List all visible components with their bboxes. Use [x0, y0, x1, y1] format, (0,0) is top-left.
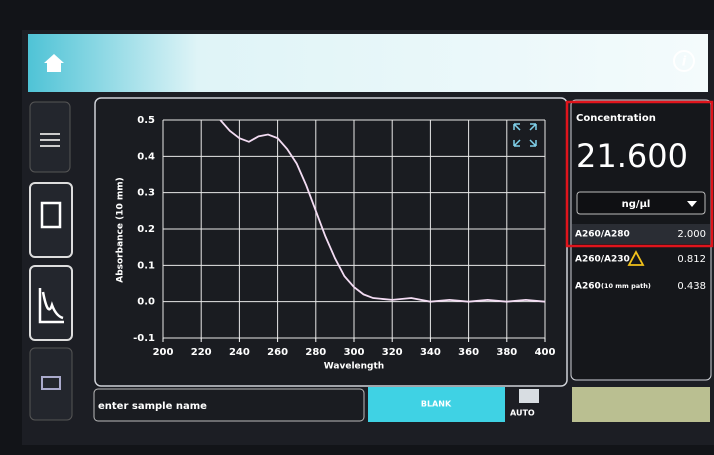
y-tick-label: 0.3 [137, 188, 155, 199]
y-tick-label: -0.1 [133, 333, 155, 344]
a260-path-label: (10 mm path) [601, 282, 651, 290]
x-tick-label: 320 [382, 347, 403, 358]
y-tick-label: 0.0 [137, 297, 155, 308]
x-tick-label: 300 [344, 347, 365, 358]
graph-tab[interactable] [30, 266, 72, 340]
report-tab[interactable] [30, 183, 72, 257]
x-tick-label: 220 [191, 347, 212, 358]
y-tick-label: 0.2 [137, 224, 155, 235]
x-tick-label: 260 [267, 347, 288, 358]
top-bar [28, 34, 708, 92]
list-tab[interactable] [30, 348, 72, 420]
y-axis-label: Absorbance (10 mm) [116, 177, 126, 283]
sample-name-placeholder: enter sample name [98, 401, 207, 412]
y-tick-label: 0.4 [137, 151, 155, 162]
a260-value: 0.438 [677, 281, 706, 292]
ratio-label: A260/A280 [575, 230, 630, 240]
x-tick-label: 200 [153, 347, 174, 358]
measure-button[interactable] [572, 387, 710, 422]
a260-label: A260 [575, 282, 601, 292]
concentration-value: 21.600 [576, 137, 688, 175]
concentration-label: Concentration [576, 113, 656, 124]
x-tick-label: 360 [458, 347, 479, 358]
x-tick-label: 240 [229, 347, 250, 358]
x-tick-label: 280 [305, 347, 326, 358]
blank-button-label: BLANK [421, 400, 452, 409]
auto-label: AUTO [510, 409, 535, 418]
auto-toggle[interactable] [519, 389, 539, 403]
chart-panel [95, 98, 567, 386]
x-tick-label: 340 [420, 347, 441, 358]
screen: i -0.1 0.0 0.1 0.2 0.3 0.4 0.5 200 220 240 260 280 3… [0, 0, 714, 455]
ratio-value: 2.000 [677, 229, 706, 240]
y-tick-label: 0.1 [137, 260, 155, 271]
info-icon: i [682, 55, 687, 70]
x-tick-label: 380 [496, 347, 517, 358]
x-tick-label: 400 [535, 347, 556, 358]
unit: ng/µl [622, 199, 651, 210]
settings-tab[interactable] [30, 102, 70, 172]
ratio-label: A260/A230 [575, 255, 630, 265]
y-tick-label: 0.5 [137, 115, 155, 126]
ratio-value: 0.812 [677, 254, 706, 265]
x-axis-label: Wavelength [324, 362, 384, 372]
